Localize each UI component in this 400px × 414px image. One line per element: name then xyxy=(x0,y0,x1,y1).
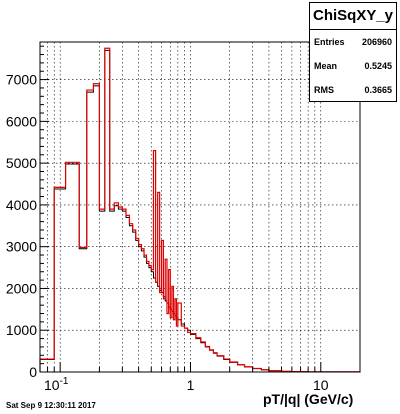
stats-rms-value: 0.3665 xyxy=(364,85,392,95)
timestamp-footer: Sat Sep 9 12:30:11 2017 xyxy=(6,401,96,410)
y-tick-label: 2000 xyxy=(6,280,37,296)
y-tick-label: 3000 xyxy=(6,239,37,255)
stats-box: ChiSqXY_y Entries 206960 Mean 0.5245 RMS… xyxy=(309,2,397,102)
stats-mean-value: 0.5245 xyxy=(364,61,392,71)
x-tick-label: 10-1 xyxy=(44,376,69,393)
x-tick-label: 10 xyxy=(313,377,329,393)
y-tick-label: 1000 xyxy=(6,322,37,338)
stats-row-mean: Mean 0.5245 xyxy=(310,54,396,78)
x-axis-label: pT/|q| (GeV/c) xyxy=(263,391,354,407)
y-tick-label: 6000 xyxy=(6,113,37,129)
series-red xyxy=(39,47,361,373)
y-tick-label: 4000 xyxy=(6,197,37,213)
stats-rms-label: RMS xyxy=(314,85,334,95)
y-tick-label: 0 xyxy=(29,364,37,380)
stats-row-rms: RMS 0.3665 xyxy=(310,78,396,102)
stats-mean-label: Mean xyxy=(314,61,338,71)
histogram-series xyxy=(39,47,361,373)
axes: 0 1000 2000 3000 4000 5000 6000 7000 10-1 1 10 xyxy=(6,41,361,393)
y-tick-label: 7000 xyxy=(6,72,37,88)
stats-entries-label: Entries xyxy=(314,37,345,47)
stats-entries-value: 206960 xyxy=(361,37,392,47)
plot-frame xyxy=(39,41,361,373)
y-tick-label: 5000 xyxy=(6,155,37,171)
stats-title: ChiSqXY_y xyxy=(310,3,396,30)
x-tick-label: 1 xyxy=(187,377,195,393)
stats-row-entries: Entries 206960 xyxy=(310,30,396,54)
